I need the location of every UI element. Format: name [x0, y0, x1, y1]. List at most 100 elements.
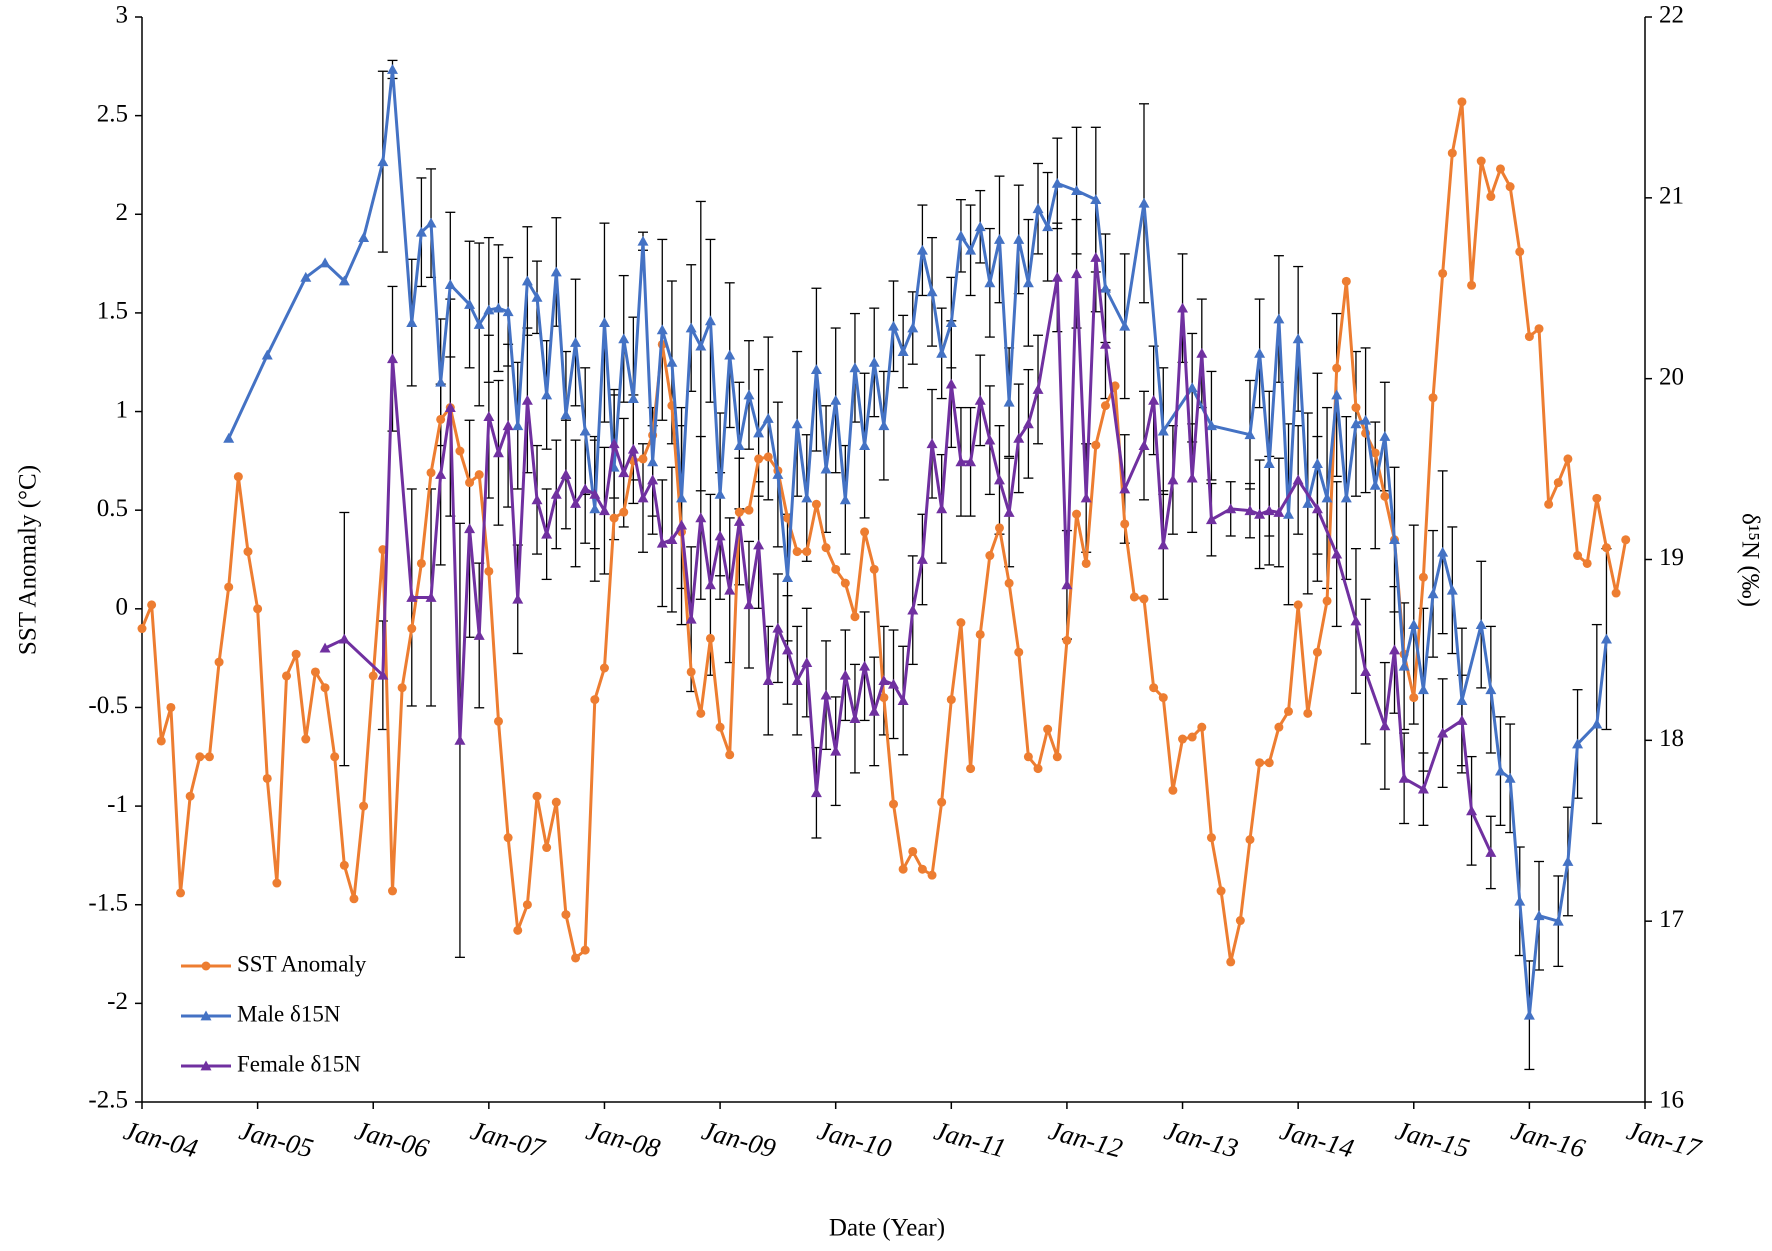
marker	[291, 649, 301, 659]
marker	[214, 657, 224, 667]
marker	[1071, 185, 1083, 195]
y2-tick-label: 16	[1659, 1087, 1684, 1114]
marker	[444, 279, 456, 290]
marker	[338, 633, 350, 644]
marker	[772, 469, 784, 479]
marker	[724, 349, 736, 360]
marker	[1563, 454, 1573, 464]
marker	[859, 440, 871, 450]
marker	[319, 642, 331, 653]
marker	[1321, 492, 1333, 503]
marker	[1167, 474, 1179, 485]
marker	[483, 304, 495, 315]
marker	[1052, 752, 1062, 762]
marker	[1486, 192, 1496, 202]
marker	[1389, 534, 1400, 545]
marker	[1263, 505, 1275, 516]
marker	[253, 604, 263, 614]
marker	[224, 582, 234, 592]
marker	[1457, 97, 1467, 107]
marker	[898, 864, 908, 874]
marker	[1042, 221, 1054, 232]
y-tick-label: -2.5	[88, 1087, 128, 1114]
marker	[820, 463, 832, 474]
marker	[1360, 414, 1372, 425]
marker	[676, 519, 688, 530]
x-axis-label: Date (Year)	[829, 1215, 945, 1242]
marker	[1051, 271, 1063, 282]
marker	[888, 320, 899, 331]
marker	[704, 579, 716, 590]
marker	[927, 870, 937, 880]
marker	[1273, 313, 1285, 324]
marker	[830, 745, 842, 756]
marker	[1158, 693, 1168, 703]
marker	[1138, 197, 1150, 208]
marker	[1293, 600, 1303, 610]
marker	[1312, 647, 1322, 657]
marker	[647, 474, 659, 485]
marker	[608, 438, 620, 449]
marker	[772, 622, 784, 633]
marker	[358, 232, 370, 243]
marker	[571, 953, 581, 963]
y2-tick-label: 20	[1659, 363, 1684, 390]
marker	[1196, 347, 1208, 358]
marker	[956, 618, 966, 628]
marker	[1523, 1009, 1535, 1020]
marker	[137, 624, 147, 634]
marker	[1322, 596, 1332, 606]
marker	[869, 564, 879, 574]
marker	[590, 695, 600, 705]
marker	[637, 235, 649, 246]
marker	[1311, 458, 1323, 469]
marker	[464, 299, 476, 309]
marker	[465, 478, 475, 488]
marker	[878, 675, 890, 686]
marker	[521, 394, 533, 405]
marker	[1072, 509, 1082, 519]
marker	[820, 689, 832, 700]
marker	[1148, 394, 1160, 405]
marker	[378, 545, 388, 555]
marker	[1552, 915, 1564, 926]
marker	[550, 488, 562, 499]
marker	[955, 456, 967, 467]
marker	[868, 705, 880, 716]
marker	[715, 722, 725, 732]
marker	[1099, 338, 1111, 349]
marker	[185, 791, 195, 801]
y2-tick-label: 21	[1659, 183, 1684, 210]
marker	[1591, 718, 1603, 729]
marker	[1110, 381, 1120, 391]
marker	[1303, 708, 1313, 718]
marker	[1206, 833, 1216, 843]
marker	[1003, 506, 1015, 517]
marker	[666, 356, 678, 367]
marker	[955, 230, 967, 241]
marker	[272, 878, 282, 888]
y-tick-label: 0	[116, 594, 129, 621]
marker	[1263, 458, 1275, 469]
marker	[1600, 633, 1612, 644]
marker	[550, 266, 562, 277]
marker	[1197, 722, 1207, 732]
marker	[878, 420, 890, 431]
marker	[300, 271, 312, 282]
marker	[1524, 332, 1534, 342]
marker	[522, 900, 532, 910]
marker	[1533, 910, 1545, 921]
marker	[484, 566, 494, 576]
marker	[1245, 835, 1255, 845]
marker	[387, 353, 398, 364]
marker	[1494, 765, 1506, 776]
marker	[406, 317, 418, 328]
marker	[705, 633, 715, 643]
marker	[502, 420, 514, 431]
marker	[802, 547, 812, 557]
marker	[233, 472, 243, 482]
y-tick-label: 3	[116, 2, 129, 29]
marker	[791, 675, 803, 686]
marker	[1091, 440, 1101, 450]
marker	[840, 578, 850, 588]
